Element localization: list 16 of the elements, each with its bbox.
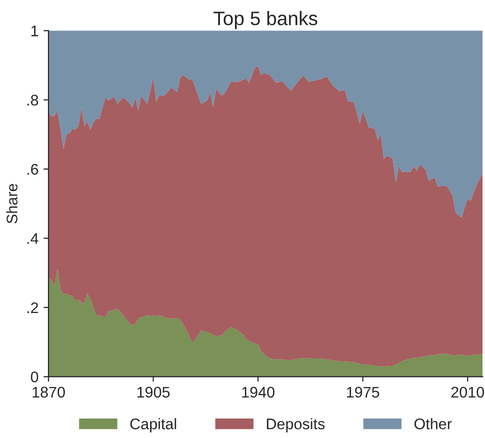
x-tick-label: 1905 [137,386,170,398]
y-tick-label: .8 [27,94,38,106]
legend-label: Deposits [266,418,325,432]
y-axis-title: Share [6,184,18,224]
y-tick-label: .2 [27,302,38,314]
x-tick-label: 1975 [347,386,380,398]
legend-label: Other [414,418,452,430]
y-tick-label: 1 [31,26,38,36]
y-tick-label: 0 [30,372,38,382]
legend-label: Capital [130,418,176,432]
x-tick-label: 1940 [242,386,274,398]
y-tick-label: .6 [27,164,38,175]
x-tick-label: 2010 [451,386,484,398]
x-tick-label: 1870 [32,386,65,398]
y-tick-label: .4 [27,233,38,244]
chart-title: Top 5 banks [214,11,318,30]
